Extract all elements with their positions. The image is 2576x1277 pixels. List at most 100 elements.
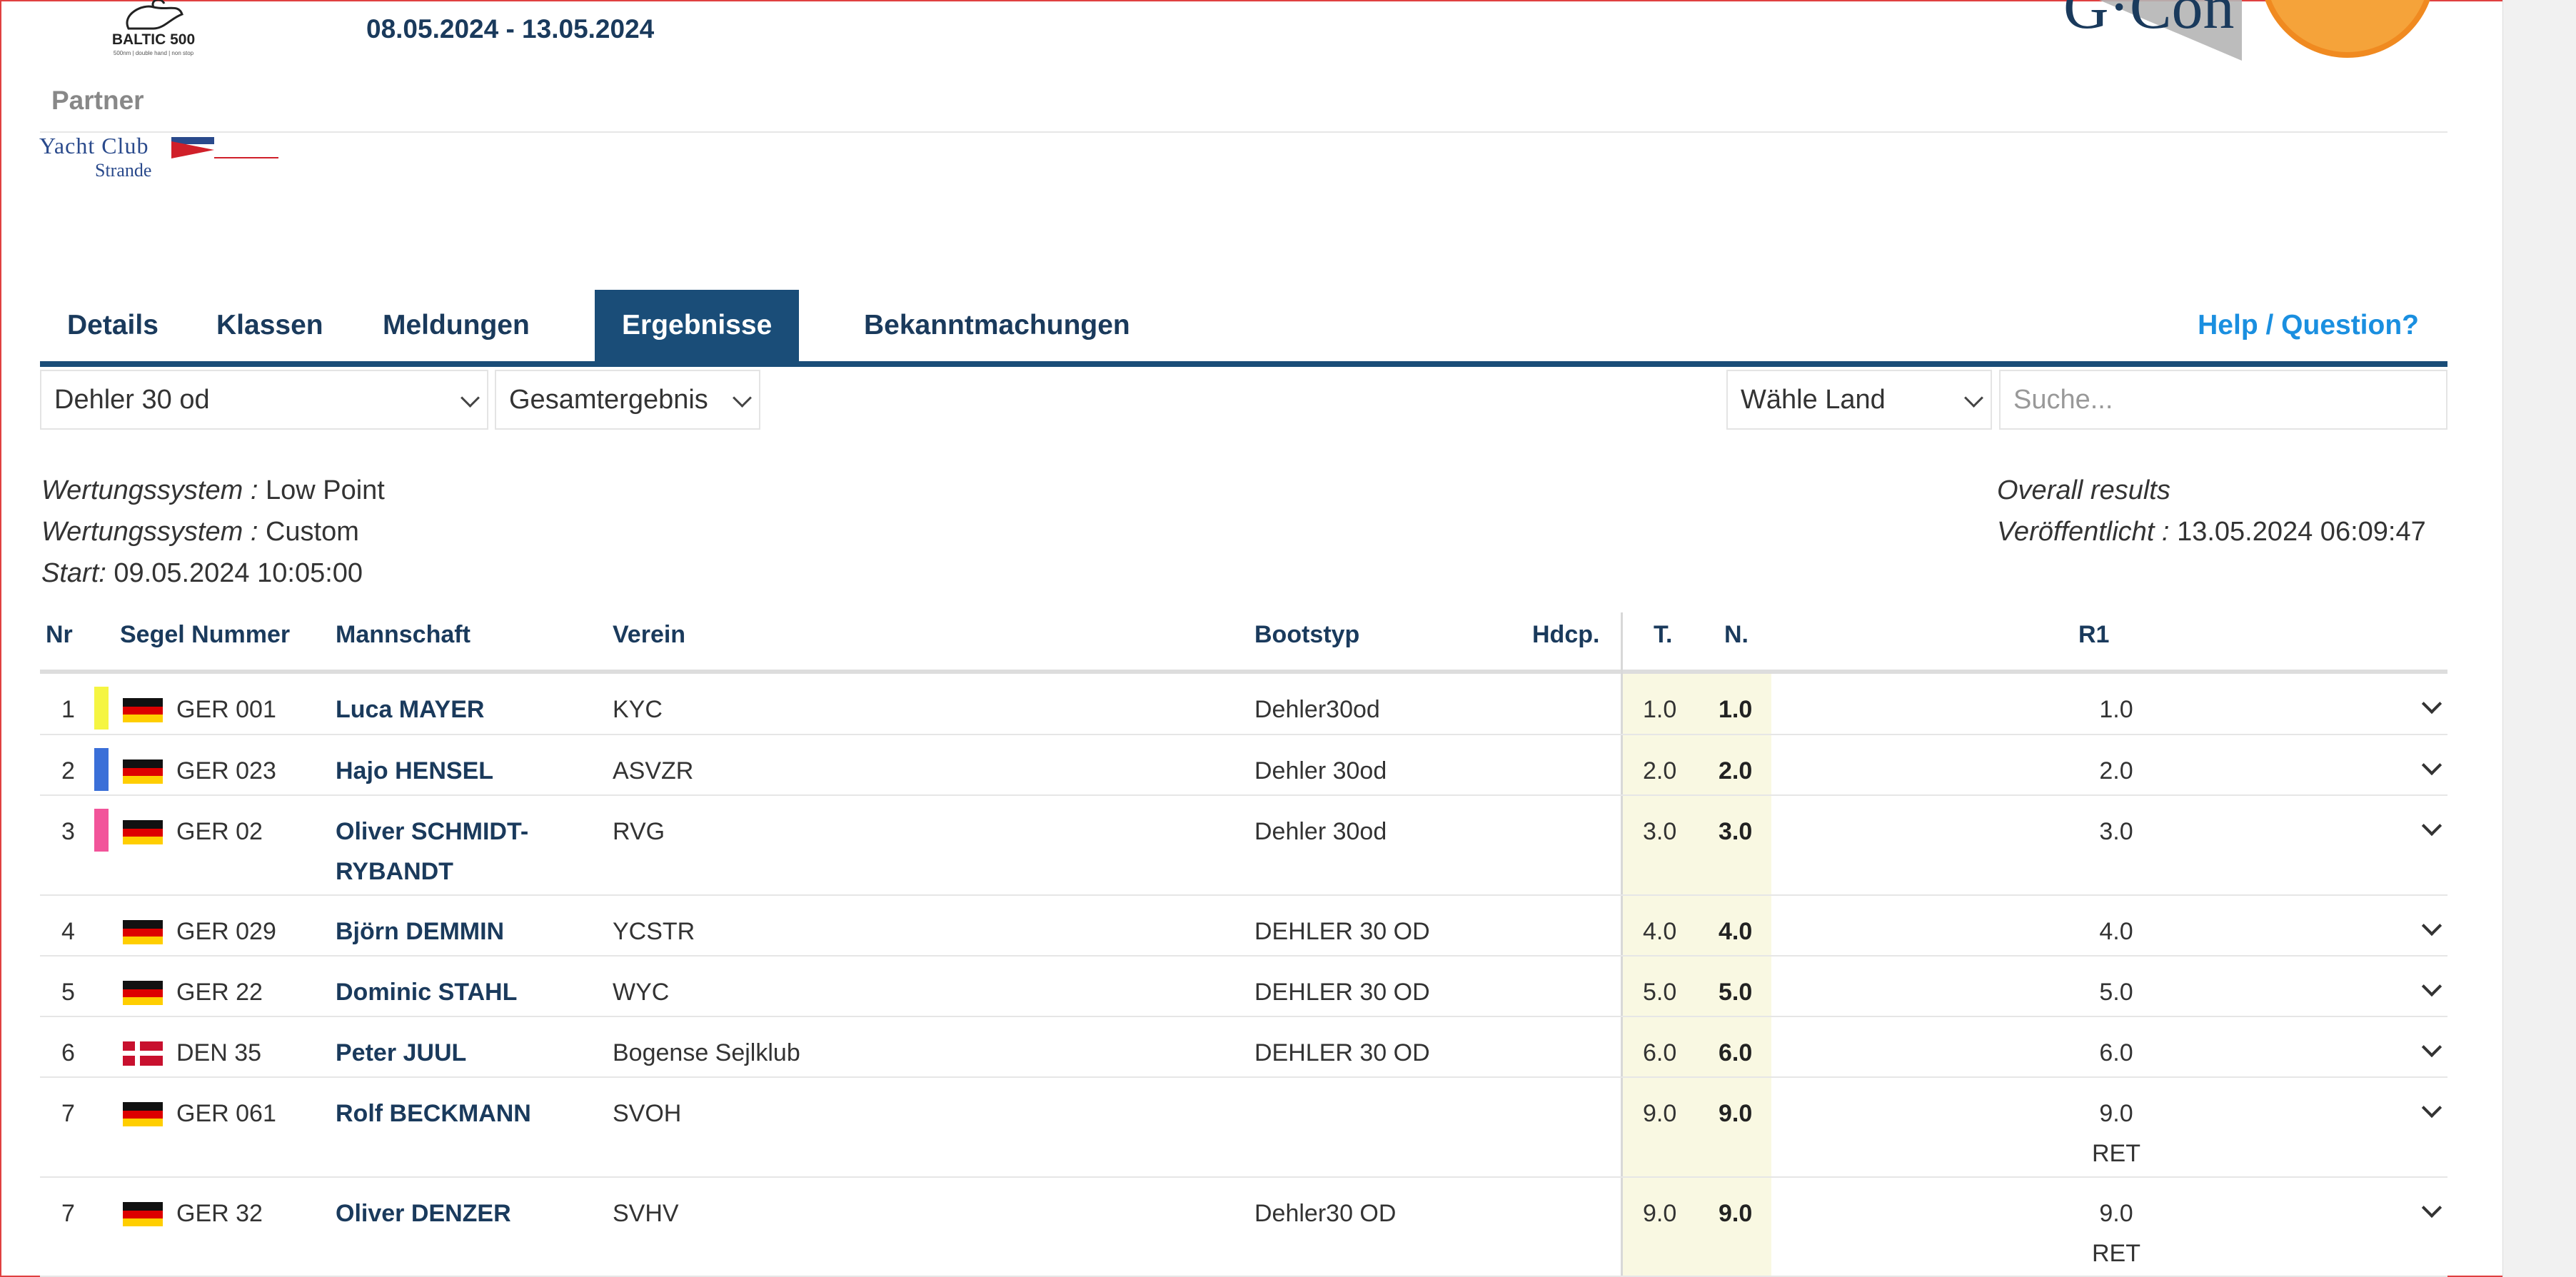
sail-number-cell: GER 029 [176, 918, 276, 945]
crew-name-cell[interactable]: Oliver DENZER [336, 1200, 511, 1227]
boat-type-cell: Dehler 30od [1254, 818, 1387, 845]
table-row[interactable]: 7 GER 061 Rolf BECKMANN SVOH 9.0 9.0 9.0 RET [40, 1078, 2447, 1178]
boat-type-cell: DEHLER 30 OD [1254, 979, 1430, 1006]
header-net[interactable]: N. [1724, 621, 1749, 648]
expand-chevron-icon[interactable] [2421, 815, 2442, 837]
sail-number-cell: GER 023 [176, 757, 276, 784]
rank-cell: 5 [61, 979, 75, 1006]
header-crew[interactable]: Mannschaft [336, 621, 471, 648]
tab-bar: Details Klassen Meldungen Ergebnisse Bek… [40, 290, 2447, 367]
table-row[interactable]: 7 GER 32 Oliver DENZER SVHV Dehler30 OD 9.0 9.… [40, 1178, 2447, 1277]
ycs-flag-red [171, 141, 214, 158]
expand-chevron-icon[interactable] [2421, 754, 2442, 776]
scrollbar-gutter[interactable] [2502, 0, 2576, 1277]
rank-cell: 3 [61, 818, 75, 845]
net-points-cell: 2.0 [1719, 757, 1753, 784]
race1-points-cell: 9.0 [2099, 1100, 2133, 1127]
boat-type-cell: DEHLER 30 OD [1254, 918, 1430, 945]
sail-number-cell: GER 001 [176, 696, 276, 723]
expand-chevron-icon[interactable] [2421, 976, 2442, 997]
header-boat-type[interactable]: Bootstyp [1254, 621, 1360, 648]
class-select[interactable]: Dehler 30 od [40, 370, 488, 430]
crew-name-cell[interactable]: Luca MAYER [336, 696, 485, 723]
tab-ergebnisse[interactable]: Ergebnisse [595, 290, 800, 361]
total-points-cell: 4.0 [1643, 918, 1677, 945]
table-row[interactable]: 4 GER 029 Björn DEMMIN YCSTR DEHLER 30 OD 4.0… [40, 896, 2447, 957]
scoring-info: Wertungssystem : Low Point Wertungssyste… [41, 470, 385, 594]
flag-germany-icon [123, 981, 163, 1005]
race1-status-cell: RET [2092, 1140, 2140, 1167]
crew-name-cell[interactable]: Hajo HENSEL [336, 757, 494, 784]
club-cell: YCSTR [613, 918, 695, 945]
scoring-system-2: Wertungssystem : Custom [41, 517, 359, 547]
header-handicap[interactable]: Hdcp. [1532, 621, 1600, 648]
yacht-club-strande-logo[interactable]: Yacht Club Strande [39, 133, 282, 183]
table-row[interactable]: 3 GER 02 Oliver SCHMIDT- RYBANDT RVG Dehler 3… [40, 796, 2447, 896]
tab-bekanntmachungen[interactable]: Bekanntmachungen [864, 310, 1130, 340]
chevron-down-icon [733, 388, 752, 408]
country-select[interactable]: Wähle Land [1726, 370, 1992, 430]
sail-number-cell: GER 061 [176, 1100, 276, 1127]
table-row[interactable]: 2 GER 023 Hajo HENSEL ASVZR Dehler 30od 2.0 2.… [40, 735, 2447, 796]
flag-germany-icon [123, 920, 163, 944]
table-row[interactable]: 5 GER 22 Dominic STAHL WYC DEHLER 30 OD 5.0 5.… [40, 957, 2447, 1017]
search-input[interactable] [1999, 370, 2447, 430]
club-cell: SVOH [613, 1100, 682, 1127]
ycs-logo-line [214, 157, 278, 158]
overall-results-label: Overall results [1997, 475, 2170, 505]
header-nr[interactable]: Nr [46, 621, 73, 648]
tab-underline [40, 361, 2447, 367]
net-points-cell: 4.0 [1719, 918, 1753, 945]
crew-name-cell-line2[interactable]: RYBANDT [336, 858, 453, 885]
table-row[interactable]: 6 DEN 35 Peter JUUL Bogense Sejlklub DEHLER … [40, 1017, 2447, 1078]
flag-germany-icon [123, 759, 163, 784]
tab-details[interactable]: Details [67, 310, 159, 340]
table-row[interactable]: 1 GER 001 Luca MAYER KYC Dehler30od 1.0 1.0 1.0 [40, 674, 2447, 735]
column-separator [1621, 612, 1623, 1277]
rank-cell: 4 [61, 918, 75, 945]
tab-klassen[interactable]: Klassen [216, 310, 323, 340]
flag-germany-icon [123, 698, 163, 722]
expand-chevron-icon[interactable] [2421, 1097, 2442, 1119]
race1-points-cell: 2.0 [2099, 757, 2133, 784]
total-points-cell: 1.0 [1643, 696, 1677, 723]
rank-cell: 7 [61, 1100, 75, 1127]
expand-chevron-icon[interactable] [2421, 915, 2442, 937]
baltic-500-logo: BALTIC 500 500nm | double hand | non sto… [100, 0, 207, 64]
sail-number-cell: GER 02 [176, 818, 263, 845]
crew-name-cell[interactable]: Björn DEMMIN [336, 918, 505, 945]
chevron-down-icon [461, 388, 480, 408]
net-points-cell: 9.0 [1719, 1200, 1753, 1227]
header-club[interactable]: Verein [613, 621, 686, 648]
header-r1[interactable]: R1 [2078, 621, 2110, 648]
crew-name-cell[interactable]: Oliver SCHMIDT- [336, 818, 529, 845]
help-question-link[interactable]: Help / Question? [2198, 310, 2419, 340]
net-points-cell: 1.0 [1719, 696, 1753, 723]
expand-chevron-icon[interactable] [2421, 1197, 2442, 1218]
total-points-cell: 9.0 [1643, 1200, 1677, 1227]
total-points-cell: 2.0 [1643, 757, 1677, 784]
tab-meldungen[interactable]: Meldungen [383, 310, 530, 340]
club-cell: WYC [613, 979, 670, 1006]
sponsor-logo-gcon: G·Con [2063, 0, 2235, 42]
crew-name-cell[interactable]: Peter JUUL [336, 1039, 467, 1066]
header-total[interactable]: T. [1654, 621, 1673, 648]
crew-name-cell[interactable]: Dominic STAHL [336, 979, 518, 1006]
header-divider [40, 670, 2447, 674]
flag-germany-icon [123, 820, 163, 844]
header-sail-number[interactable]: Segel Nummer [120, 621, 291, 648]
boat-type-cell: Dehler30 OD [1254, 1200, 1397, 1227]
sponsor-sun-logo [2260, 0, 2435, 58]
expand-chevron-icon[interactable] [2421, 693, 2442, 715]
club-cell: KYC [613, 696, 663, 723]
race1-points-cell: 9.0 [2099, 1200, 2133, 1227]
class-select-value: Dehler 30 od [54, 385, 210, 415]
expand-chevron-icon[interactable] [2421, 1036, 2442, 1058]
rank-cell: 7 [61, 1200, 75, 1227]
result-type-select[interactable]: Gesamtergebnis [495, 370, 760, 430]
sail-number-cell: GER 22 [176, 979, 263, 1006]
crew-name-cell[interactable]: Rolf BECKMANN [336, 1100, 531, 1127]
event-dates: 08.05.2024 - 13.05.2024 [366, 14, 655, 44]
net-points-cell: 6.0 [1719, 1039, 1753, 1066]
chevron-down-icon [1964, 388, 1983, 408]
